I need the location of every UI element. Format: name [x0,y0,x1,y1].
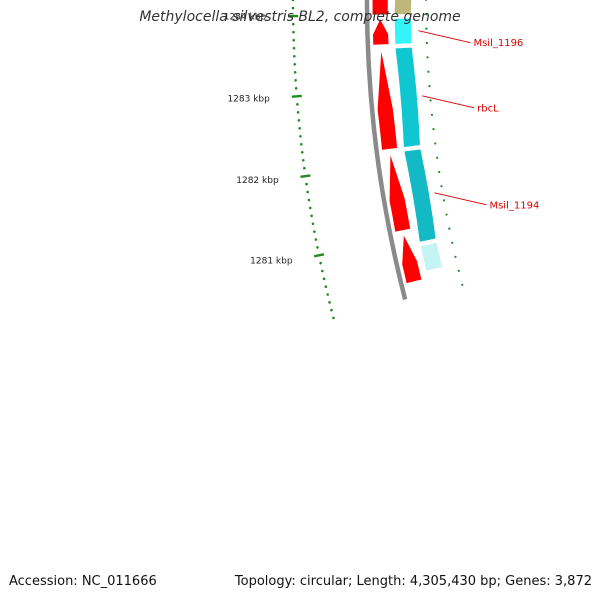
ruler-dot [293,70,297,74]
minus-strand-gene [371,0,389,16]
ruler-dot [294,87,298,90]
ruler-dot [324,285,328,288]
ruler-dot [306,190,310,194]
ruler-dot [328,301,331,304]
ruler-dot [303,166,306,170]
minus-strand-gene [401,232,423,285]
ruler-dot [316,246,319,249]
minus-strand-gene [372,17,390,46]
backbone-track [364,0,408,301]
ruler-major-tick [300,174,311,179]
ruler-dot [296,103,299,106]
ruler-dot [321,269,324,273]
ruler-dot [319,261,322,265]
gene-label: Msil_1196 [473,38,523,49]
inner-ruler-dot [451,241,454,244]
ruler-dot [326,293,329,296]
inner-ruler-dot [457,269,460,272]
gene-block [393,0,413,16]
ruler-major-tick [291,94,302,98]
inner-ruler-dot [425,13,428,16]
ruler-dot [300,150,304,154]
minus-strand-gene [376,48,398,151]
inner-ruler-dot [442,199,446,202]
tick-label: 1281 kbp [250,257,293,267]
gene-block [393,17,413,45]
ruler-dot [293,54,296,58]
ruler-dot [300,142,303,146]
ruler-dot [308,206,312,210]
ruler-dot [298,127,301,130]
ruler-dot [307,198,311,202]
inner-ruler-dot [432,128,435,131]
gene-leader-line [422,95,475,109]
ruler-dot [311,222,315,226]
ruler-dot [332,316,335,320]
genome-title: Methylocella silvestris BL2, complete ge… [139,9,461,25]
gene-leader-line [434,192,487,206]
tick-label: 1283 kbp [227,94,270,104]
inner-ruler-dot [425,27,428,30]
ruler-dot [293,62,297,66]
ruler-major-tick [313,253,325,258]
ruler-dot [292,46,296,50]
gene-label: Msil_1194 [489,200,539,211]
inner-ruler-dot [434,142,437,145]
ruler-dot [297,119,301,122]
inner-ruler-dot [436,156,439,159]
inner-ruler-dot [445,213,448,216]
ruler-dot [291,0,295,2]
accession-text: Accession: NC_011666 [9,574,157,589]
ruler-dot [322,277,326,281]
backbone-line [364,0,408,301]
inner-ruler-dot [430,113,434,116]
ruler-dot [301,158,305,162]
inner-ruler-dot [461,283,464,286]
inner-ruler-dot [438,170,441,174]
ruler-dot [292,30,295,34]
ruler-dot [314,238,318,241]
inner-ruler-dot [454,255,457,258]
ruler-dot [313,230,316,233]
inner-ruler-dot [429,99,432,102]
inner-ruler-dot [424,0,428,1]
gene-block [403,148,437,243]
summary-text: Topology: circular; Length: 4,305,430 bp… [234,574,592,589]
ruler-dot [296,111,300,114]
gene-block [419,241,443,272]
gene-leader-line [418,30,471,44]
gene-labels: Msil_1194rbcLMsil_1196Msil_1197Msil_1198… [418,30,539,211]
ruler-dot [310,214,313,218]
minus-strand-track [371,0,423,285]
ruler-dot [305,182,308,186]
inner-ruler-dot [425,41,428,45]
inner-ruler-dot [427,70,430,73]
tick-label: 1282 kbp [236,176,279,186]
ruler-dot [291,6,295,10]
tick-label: 1284 kbp [224,12,267,22]
ruler-dot [299,135,302,138]
plus-strand-track [393,0,443,272]
inner-ruler-dot [440,185,443,188]
gene-label: rbcL [477,103,499,114]
inner-ruler-dot [428,85,431,88]
ruler-dot [291,22,295,26]
inner-ruler-dot [448,227,451,230]
gene-block [394,46,421,148]
ruler-dot [294,79,297,82]
inner-ruler-dot [426,56,429,59]
ruler-dot [292,38,295,42]
ruler-dot [330,308,333,312]
minus-strand-gene [388,152,412,233]
